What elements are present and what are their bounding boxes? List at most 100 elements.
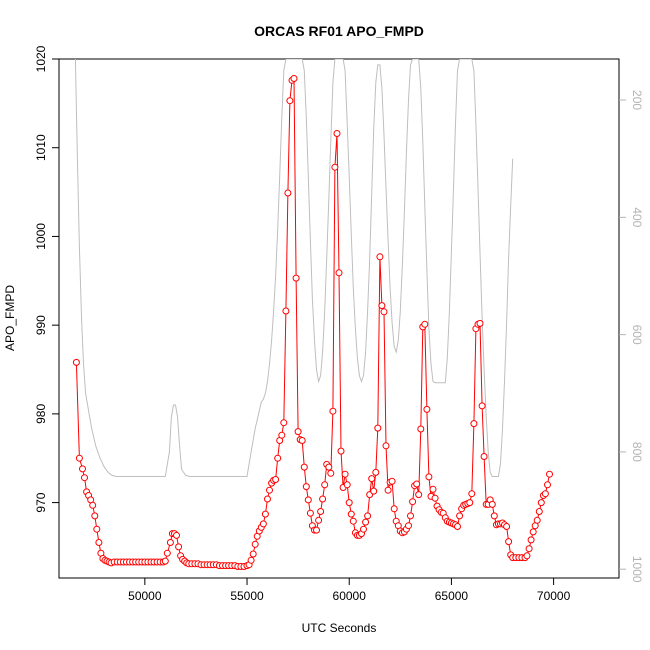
data-point	[274, 454, 282, 462]
data-point	[166, 539, 174, 546]
data-point	[368, 475, 376, 483]
data-point	[300, 463, 308, 471]
data-point	[333, 130, 341, 137]
data-point	[533, 516, 541, 524]
y-tick-label: 990	[34, 315, 48, 335]
data-point	[163, 549, 171, 557]
data-point	[331, 163, 339, 171]
y2-axis: 200 400 600 800 1000	[619, 90, 644, 583]
data-point	[541, 490, 549, 498]
data-point	[425, 473, 433, 481]
data-point	[490, 512, 498, 520]
series-line-right	[74, 59, 514, 477]
data-point	[374, 424, 382, 432]
data-point	[79, 465, 86, 473]
data-point	[280, 419, 288, 427]
x-tick-label: 50000	[128, 589, 162, 603]
data-point	[335, 269, 343, 277]
data-point	[456, 512, 464, 520]
y-axis-label: APO_FMPD	[3, 285, 17, 351]
data-point	[546, 470, 553, 478]
data-point	[345, 499, 353, 507]
data-point	[317, 508, 325, 515]
data-point	[423, 405, 431, 413]
data-point	[341, 470, 349, 478]
x-tick-label: 55000	[230, 589, 264, 603]
data-point	[93, 525, 101, 533]
data-point	[503, 523, 511, 530]
data-point	[349, 517, 357, 525]
data-point	[81, 474, 88, 482]
data-point	[290, 75, 298, 82]
y2-tick-label: 400	[630, 207, 644, 227]
data-point	[286, 97, 294, 105]
data-point	[378, 302, 386, 310]
data-point	[476, 319, 484, 327]
data-point	[302, 483, 310, 491]
data-point	[431, 494, 439, 502]
data-point	[75, 454, 83, 462]
data-point	[175, 543, 183, 551]
y-tick-label: 1020	[34, 45, 48, 72]
data-point	[466, 499, 474, 507]
x-tick-label: 70000	[537, 589, 571, 603]
data-point	[409, 498, 417, 506]
data-point	[388, 477, 396, 485]
data-point	[173, 531, 180, 539]
data-point	[95, 539, 103, 546]
data-point	[282, 307, 290, 315]
data-point	[306, 509, 314, 517]
data-point	[478, 402, 486, 410]
x-axis: 50000 55000 60000 65000 70000	[128, 578, 571, 603]
data-point	[384, 486, 392, 494]
data-point	[294, 428, 302, 436]
data-point	[251, 540, 259, 548]
data-point	[537, 499, 545, 507]
data-point	[372, 468, 380, 476]
chart-title: ORCAS RF01 APO_FMPD	[254, 23, 424, 39]
data-point	[329, 407, 337, 415]
data-point	[535, 508, 543, 515]
data-point	[278, 431, 286, 439]
x-tick-label: 60000	[333, 589, 367, 603]
data-point	[413, 480, 421, 488]
data-point	[343, 481, 351, 489]
data-point	[272, 476, 280, 483]
data-point	[376, 253, 384, 261]
data-point	[313, 526, 320, 534]
data-point	[325, 463, 333, 471]
data-point	[91, 512, 99, 520]
data-point	[470, 420, 478, 428]
data-point	[525, 545, 533, 553]
data-point	[261, 510, 269, 518]
data-point	[380, 308, 388, 316]
plot-area-frame	[58, 58, 620, 579]
data-point	[407, 512, 414, 520]
y2-tick-label: 1000	[630, 556, 644, 583]
data-point	[488, 500, 496, 508]
data-point	[382, 442, 390, 450]
data-point	[89, 501, 97, 509]
data-point	[417, 425, 425, 433]
data-point	[468, 490, 476, 498]
y2-tick-label: 800	[630, 442, 644, 462]
data-point	[247, 556, 255, 564]
data-point	[405, 522, 412, 530]
data-point	[161, 557, 169, 565]
series-layer	[72, 59, 553, 570]
data-point	[529, 528, 537, 536]
data-point	[454, 523, 461, 530]
data-point	[319, 495, 327, 503]
data-point	[362, 518, 370, 526]
data-point	[360, 525, 367, 533]
data-point	[249, 550, 257, 558]
data-point	[292, 274, 300, 282]
data-point	[505, 538, 513, 546]
data-point	[364, 512, 372, 520]
data-point	[284, 189, 292, 197]
data-point	[523, 552, 531, 560]
data-point	[315, 516, 323, 524]
data-point	[415, 491, 423, 499]
data-point	[390, 505, 398, 513]
